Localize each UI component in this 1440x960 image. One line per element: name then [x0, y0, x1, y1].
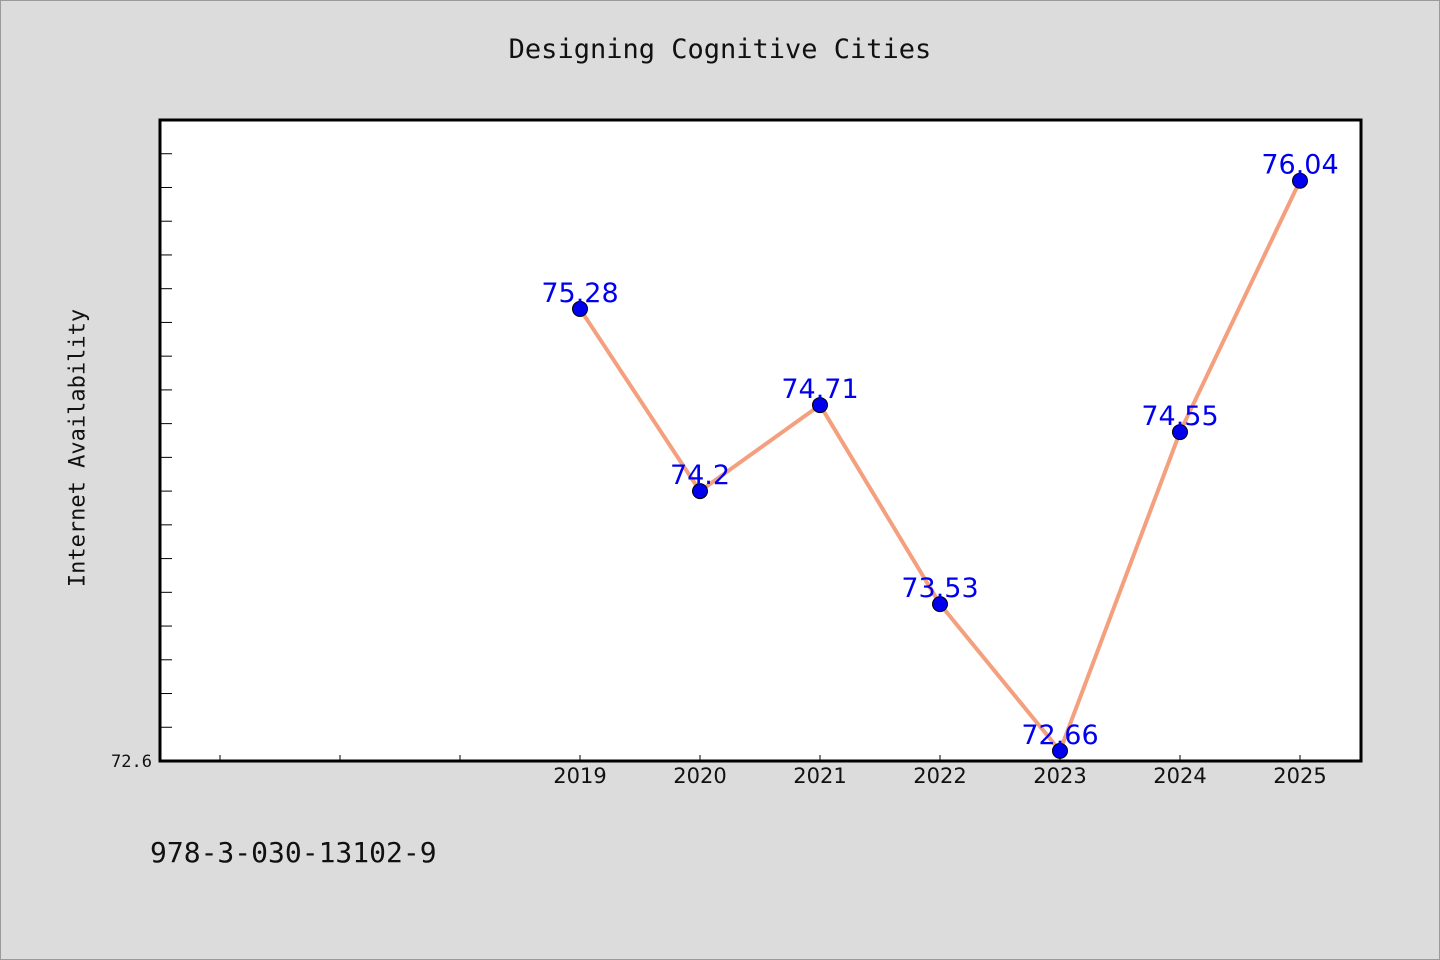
x-tick-label: 2022 — [913, 764, 966, 788]
data-label: 74.55 — [1141, 401, 1218, 432]
x-tick-label: 2023 — [1033, 764, 1086, 788]
data-point — [572, 300, 588, 317]
data-label: 74.71 — [781, 374, 858, 405]
y-axis-ticks: 72.6 — [111, 119, 172, 772]
chart-title: Designing Cognitive Cities — [508, 34, 932, 65]
x-axis-ticks: 2019 2020 2021 2022 2023 2024 2025 — [219, 755, 1327, 788]
x-tick-label: 2021 — [793, 764, 846, 788]
data-label: 73.53 — [901, 573, 978, 604]
data-label: 74.2 — [670, 460, 730, 491]
x-tick-label: 2025 — [1273, 764, 1326, 788]
data-point — [1292, 172, 1308, 189]
data-point — [812, 397, 828, 414]
data-point — [1052, 742, 1068, 759]
data-point — [932, 596, 948, 613]
y-tick-label: 72.6 — [111, 752, 152, 772]
data-label: 72.66 — [1021, 720, 1098, 751]
x-tick-label: 2024 — [1153, 764, 1206, 788]
data-label: 75.28 — [541, 278, 618, 309]
isbn-footer: 978-3-030-13102-9 — [150, 836, 437, 869]
x-tick-label: 2020 — [673, 764, 726, 788]
data-point — [692, 483, 708, 500]
data-labels: 75.28 74.2 74.71 73.53 72.66 74.55 76.04 — [541, 150, 1338, 751]
x-tick-label: 2019 — [553, 764, 606, 788]
data-label: 76.04 — [1261, 150, 1338, 181]
data-point — [1172, 424, 1188, 441]
plot-area — [158, 118, 1363, 763]
series-group — [572, 172, 1308, 759]
